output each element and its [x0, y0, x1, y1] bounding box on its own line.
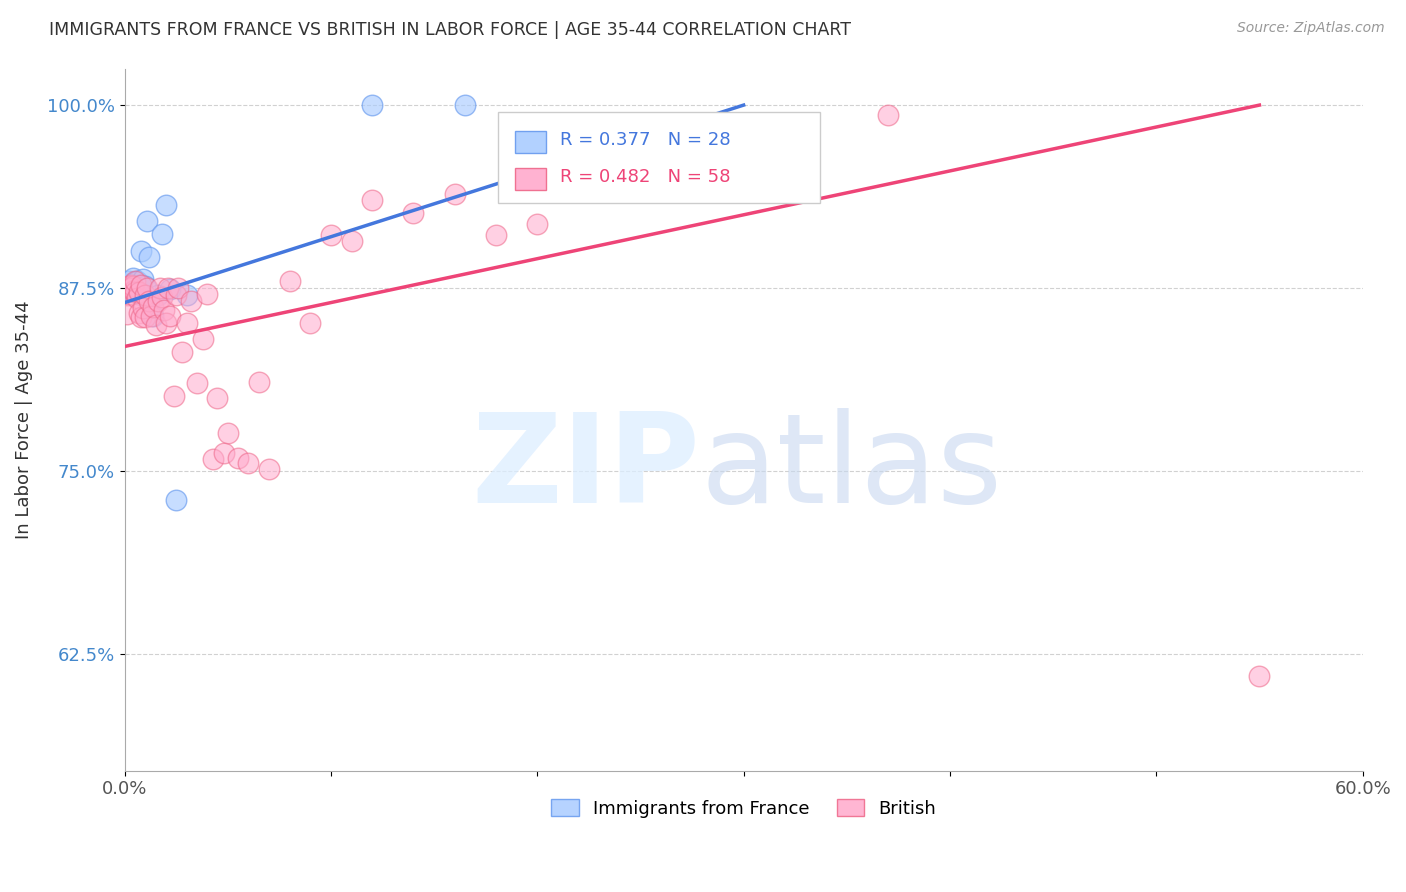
Point — [150, 290, 173, 304]
Point — [207, 391, 229, 405]
Point — [115, 288, 138, 302]
Point — [120, 278, 142, 293]
Point — [118, 278, 141, 293]
Point — [278, 274, 301, 288]
Point — [165, 288, 187, 302]
Point — [361, 98, 384, 112]
Point — [120, 284, 142, 298]
Point — [125, 274, 148, 288]
Point — [299, 316, 322, 330]
Point — [121, 278, 143, 293]
Point — [134, 288, 156, 302]
Point — [238, 457, 260, 471]
Point — [136, 281, 159, 295]
Point — [118, 279, 141, 293]
Point — [129, 278, 152, 293]
Point — [202, 452, 225, 467]
Point — [136, 213, 159, 227]
Point — [485, 228, 508, 243]
Point — [115, 277, 138, 291]
Point — [149, 281, 172, 295]
Point — [128, 278, 150, 293]
Point — [129, 288, 152, 302]
Point — [191, 332, 214, 346]
Point — [180, 294, 202, 309]
Point — [877, 108, 900, 122]
Point — [115, 307, 138, 321]
Point — [134, 310, 156, 325]
Point — [145, 318, 167, 332]
Point — [121, 279, 143, 293]
Point — [121, 270, 143, 285]
Point — [141, 309, 163, 323]
FancyBboxPatch shape — [499, 112, 820, 203]
FancyBboxPatch shape — [515, 168, 546, 190]
Text: R = 0.482   N = 58: R = 0.482 N = 58 — [561, 168, 731, 186]
Point — [124, 274, 146, 288]
Point — [146, 288, 169, 302]
Point — [121, 284, 143, 298]
Point — [150, 227, 173, 241]
Point — [124, 278, 146, 293]
Point — [361, 193, 384, 207]
Point — [172, 345, 194, 359]
Text: IMMIGRANTS FROM FRANCE VS BRITISH IN LABOR FORCE | AGE 35-44 CORRELATION CHART: IMMIGRANTS FROM FRANCE VS BRITISH IN LAB… — [49, 21, 851, 39]
Point — [138, 250, 160, 264]
Point — [247, 375, 270, 389]
Point — [129, 310, 152, 325]
Point — [138, 294, 160, 309]
Point — [128, 306, 150, 320]
Point — [609, 169, 631, 184]
Point — [176, 316, 198, 330]
Point — [159, 282, 181, 296]
FancyBboxPatch shape — [515, 131, 546, 153]
Point — [159, 309, 181, 323]
Y-axis label: In Labor Force | Age 35-44: In Labor Force | Age 35-44 — [15, 301, 32, 539]
Point — [402, 206, 425, 220]
Point — [443, 187, 465, 202]
Point — [195, 286, 218, 301]
Point — [125, 279, 148, 293]
Point — [142, 300, 165, 314]
Point — [125, 291, 148, 305]
Point — [226, 450, 249, 465]
Point — [120, 279, 142, 293]
Point — [129, 244, 152, 259]
Text: atlas: atlas — [700, 409, 1002, 529]
Point — [124, 275, 146, 289]
Point — [134, 279, 156, 293]
Point — [142, 309, 165, 323]
Point — [128, 285, 150, 300]
Legend: Immigrants from France, British: Immigrants from France, British — [544, 792, 943, 825]
Text: ZIP: ZIP — [471, 409, 700, 529]
Point — [340, 234, 363, 248]
Point — [153, 302, 176, 317]
Point — [163, 389, 186, 403]
Point — [155, 316, 177, 330]
Point — [124, 285, 146, 300]
Point — [115, 281, 138, 295]
Point — [212, 446, 235, 460]
Point — [176, 288, 198, 302]
Text: Source: ZipAtlas.com: Source: ZipAtlas.com — [1237, 21, 1385, 36]
Point — [217, 425, 239, 440]
Point — [146, 294, 169, 309]
Point — [132, 301, 155, 316]
Point — [454, 98, 477, 112]
Point — [319, 228, 342, 243]
Point — [165, 493, 187, 508]
Point — [526, 217, 548, 231]
Point — [1249, 668, 1271, 682]
Point — [118, 274, 141, 288]
Point — [132, 272, 155, 286]
Point — [120, 281, 142, 295]
Point — [257, 462, 280, 476]
Text: R = 0.377   N = 28: R = 0.377 N = 28 — [561, 131, 731, 149]
Point — [167, 281, 190, 295]
Point — [156, 281, 179, 295]
Point — [155, 197, 177, 211]
Point — [186, 376, 208, 390]
